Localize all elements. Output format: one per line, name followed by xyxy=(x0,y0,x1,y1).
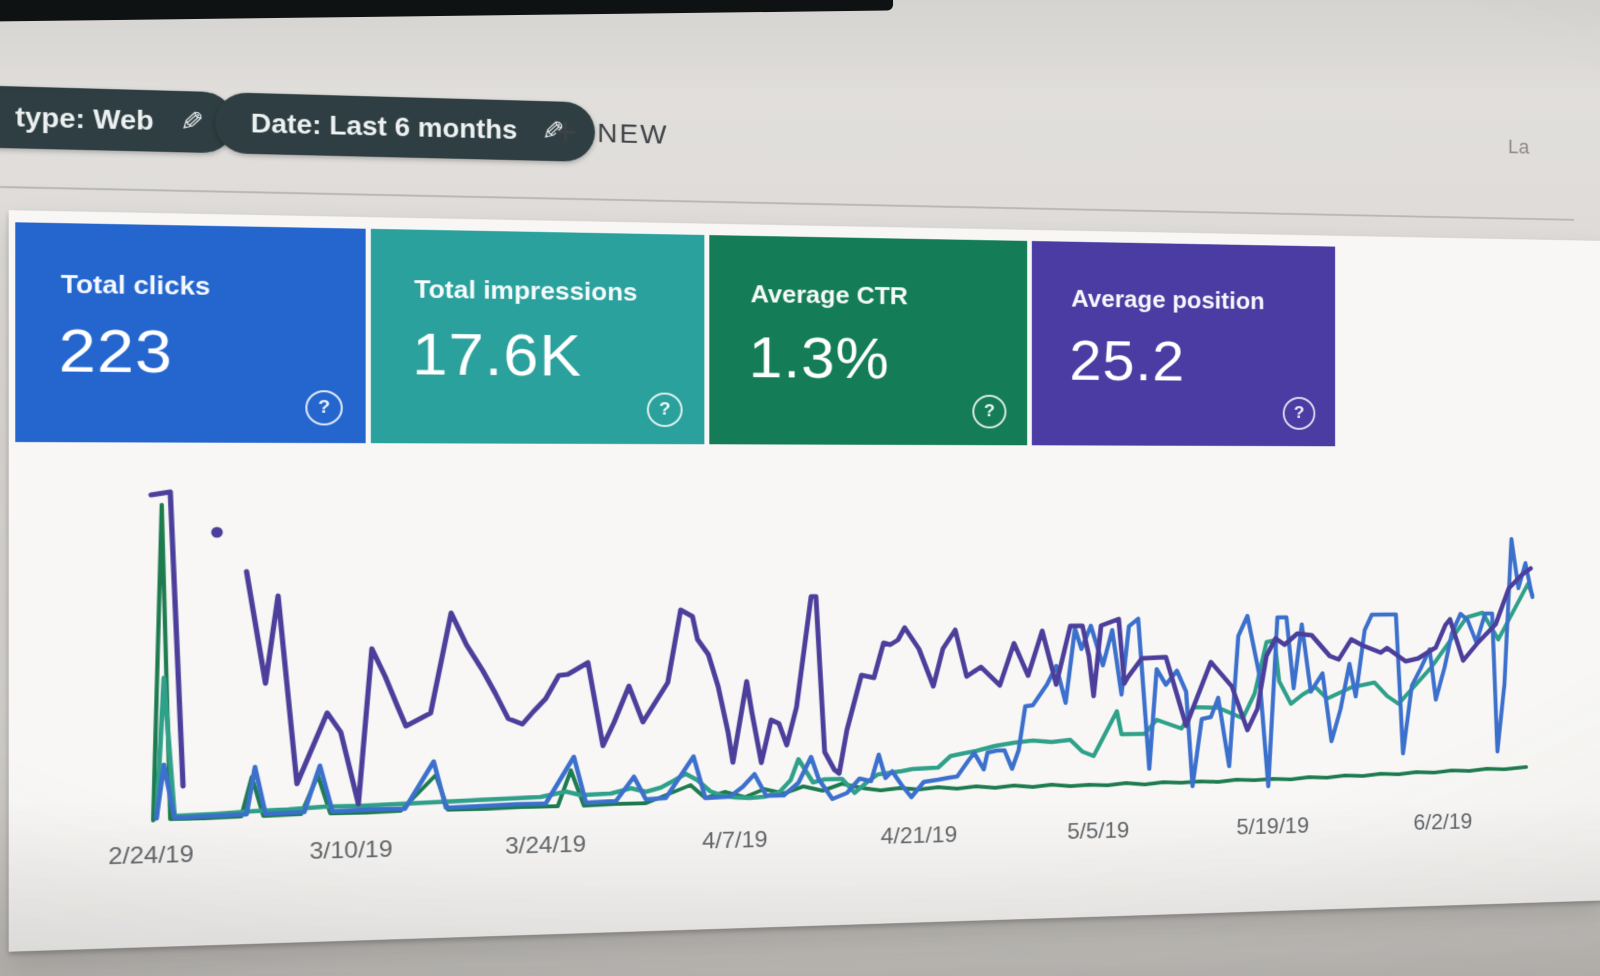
average-ctr-value: 1.3% xyxy=(749,324,1028,393)
x-axis-label: 5/5/19 xyxy=(1067,818,1129,845)
help-icon[interactable]: ? xyxy=(1283,397,1316,430)
performance-chart[interactable] xyxy=(130,480,1536,829)
search-type-filter-chip[interactable]: type: Web ✎ xyxy=(0,84,235,153)
average-ctr-card[interactable]: Average CTR 1.3% ? xyxy=(709,235,1027,445)
x-axis-label: 4/21/19 xyxy=(881,822,958,850)
average-ctr-label: Average CTR xyxy=(751,279,1028,312)
total-impressions-value: 17.6K xyxy=(412,320,704,391)
truncated-right-text: La xyxy=(1508,135,1529,159)
total-clicks-value: 223 xyxy=(59,316,366,389)
pencil-edit-icon[interactable]: ✎ xyxy=(179,106,203,137)
average-position-label: Average position xyxy=(1071,284,1335,316)
plus-icon: + xyxy=(554,113,578,152)
search-console-screen: type: Web ✎ Date: Last 6 months ✎ + NEW … xyxy=(0,0,1557,976)
help-icon[interactable]: ? xyxy=(972,395,1006,429)
total-impressions-label: Total impressions xyxy=(414,274,704,308)
performance-chart-svg xyxy=(130,480,1536,829)
average-position-card[interactable]: Average position 25.2 ? xyxy=(1032,241,1335,446)
date-range-filter-chip[interactable]: Date: Last 6 months ✎ xyxy=(215,92,595,162)
x-axis-label: 5/19/19 xyxy=(1236,814,1309,841)
total-impressions-card[interactable]: Total impressions 17.6K ? xyxy=(371,229,705,444)
help-icon[interactable]: ? xyxy=(305,390,343,425)
x-axis-label: 2/24/19 xyxy=(108,841,194,871)
series-line-position xyxy=(247,564,1531,806)
search-type-filter-label: type: Web xyxy=(15,102,154,136)
performance-report-panel: Total clicks 223 ? Total impressions 17.… xyxy=(9,210,1600,952)
series-dot-position-isolated-day-dot xyxy=(211,527,223,538)
date-range-filter-label: Date: Last 6 months xyxy=(251,108,518,145)
x-axis-label: 3/10/19 xyxy=(309,836,392,865)
average-position-value: 25.2 xyxy=(1069,328,1335,396)
total-clicks-label: Total clicks xyxy=(61,269,366,304)
x-axis-label: 6/2/19 xyxy=(1413,809,1472,836)
new-filter-button[interactable]: + NEW xyxy=(554,113,669,154)
total-clicks-card[interactable]: Total clicks 223 ? xyxy=(15,222,365,443)
new-filter-button-label: NEW xyxy=(597,118,668,150)
monitor-photo: type: Web ✎ Date: Last 6 months ✎ + NEW … xyxy=(0,0,1600,976)
x-axis-label: 3/24/19 xyxy=(505,831,586,860)
help-icon[interactable]: ? xyxy=(647,392,683,427)
x-axis-label: 4/7/19 xyxy=(702,827,768,855)
